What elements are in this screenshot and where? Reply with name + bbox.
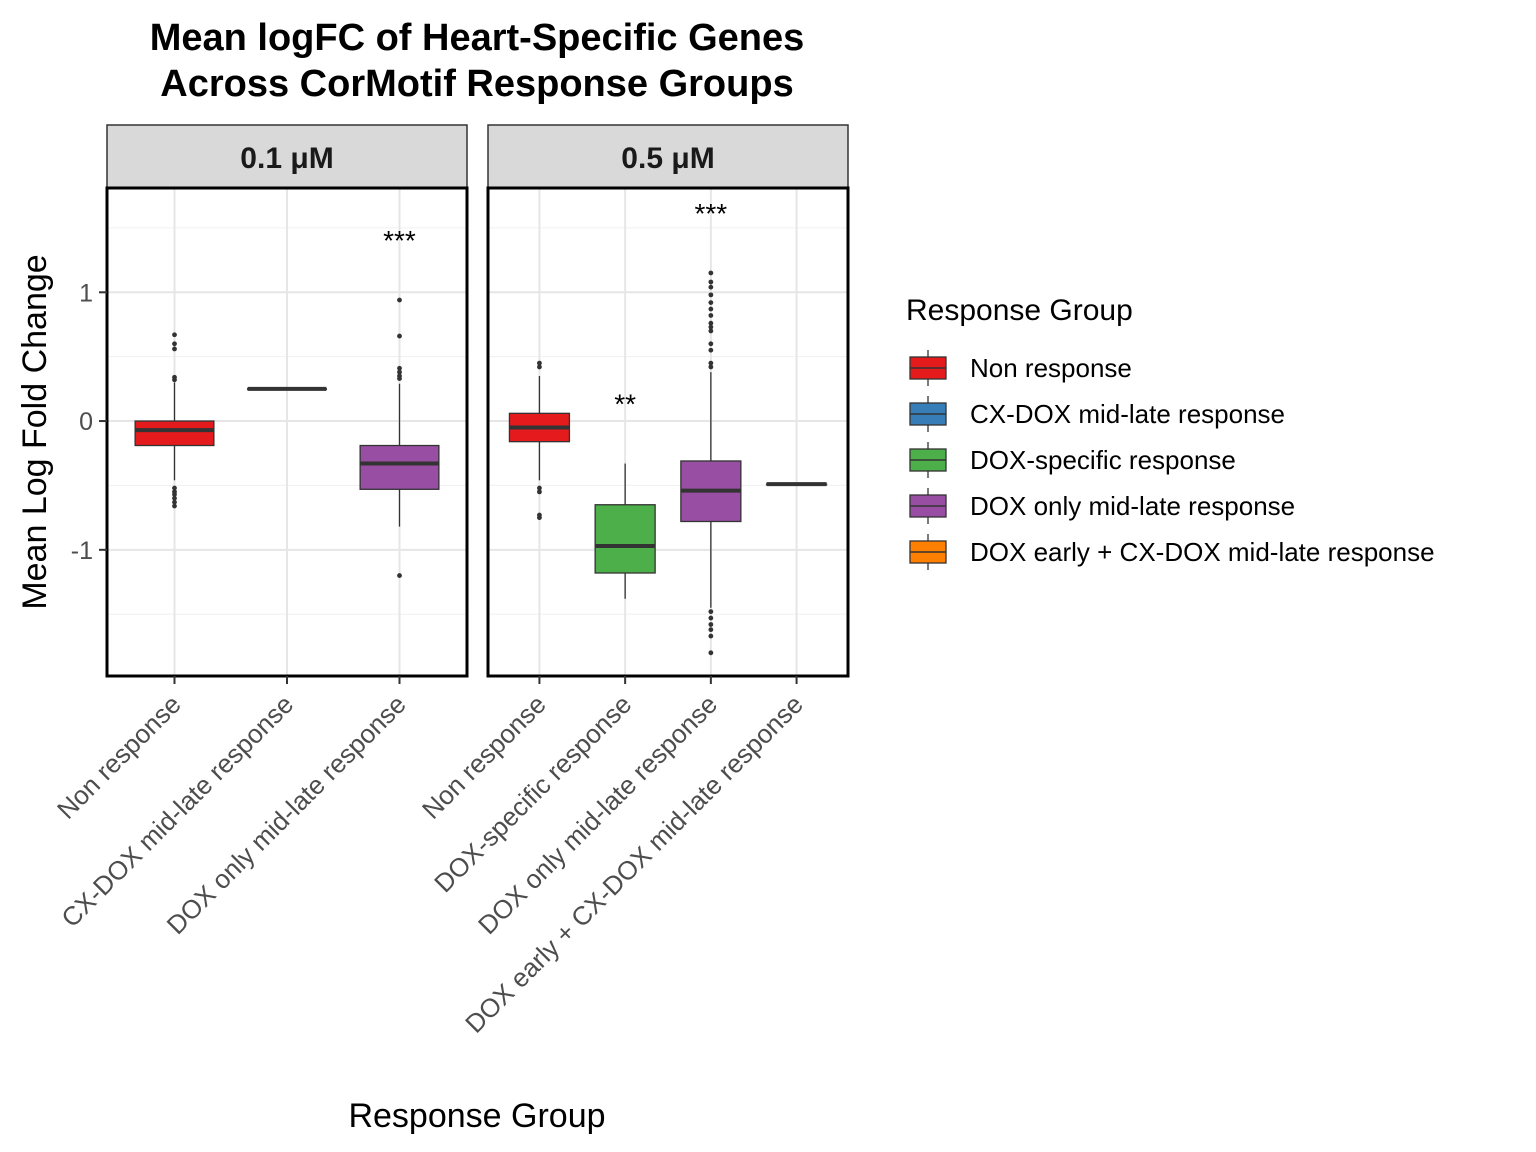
outlier-point — [708, 633, 714, 639]
x-tick-label: DOX only mid-late response — [161, 689, 412, 940]
outlier-point — [397, 365, 402, 371]
outlier-point — [397, 376, 402, 381]
legend-item-label: DOX early + CX-DOX mid-late response — [970, 537, 1435, 567]
legend-item-label: DOX only mid-late response — [970, 491, 1295, 521]
outlier-point — [537, 515, 542, 521]
significance-label: *** — [695, 198, 728, 229]
legend-item-label: DOX-specific response — [970, 445, 1236, 475]
legend-item: DOX only mid-late response — [909, 488, 1295, 524]
facet-strip-label: 0.1 μM — [240, 142, 333, 175]
outlier-point — [537, 360, 542, 366]
panel-border — [486, 186, 850, 678]
box-1 — [134, 332, 215, 509]
outlier-point — [172, 499, 177, 505]
outlier-point — [708, 306, 714, 312]
y-tick-label: -1 — [71, 537, 93, 565]
box-body — [134, 420, 215, 447]
legend-item-label: Non response — [970, 353, 1132, 383]
outlier-point — [172, 495, 177, 501]
y-axis-title: Mean Log Fold Change — [16, 254, 54, 609]
outlier-point — [708, 341, 714, 347]
outlier-point — [537, 489, 542, 495]
outlier-point — [708, 360, 714, 366]
outlier-point — [708, 615, 714, 621]
outlier-point — [708, 324, 714, 330]
box-2 — [246, 386, 328, 391]
legend: Response Group Non response CX-DOX mid-lat… — [906, 294, 1435, 570]
facet-strip-label: 0.5 μM — [621, 142, 714, 175]
y-tick-label: 0 — [79, 408, 93, 436]
box-3: *** — [359, 225, 440, 578]
outlier-point — [708, 270, 714, 276]
outlier-point — [708, 622, 714, 627]
y-tick-label: 1 — [79, 279, 93, 307]
chart-title-line-1: Mean logFC of Heart-Specific Genes — [150, 17, 805, 59]
chart-title-line-2: Across CorMotif Response Groups — [160, 63, 793, 105]
legend-item: DOX early + CX-DOX mid-late response — [909, 534, 1435, 570]
box-2: ** — [594, 389, 656, 599]
outlier-point — [172, 492, 177, 497]
outlier-point — [708, 347, 714, 353]
box-body — [594, 504, 656, 574]
legend-item: Non response — [909, 350, 1132, 386]
outlier-point — [397, 369, 402, 375]
outlier-point — [708, 279, 714, 285]
x-axis-title: Response Group — [348, 1097, 605, 1135]
outlier-point — [708, 328, 714, 334]
outlier-point — [537, 485, 542, 491]
outlier-point — [708, 313, 714, 318]
outlier-point — [708, 627, 714, 633]
outlier-point — [708, 364, 714, 370]
outlier-point — [397, 297, 402, 303]
outlier-point — [708, 320, 714, 326]
outlier-point — [537, 364, 542, 370]
outlier-point — [708, 650, 714, 656]
legend-item: DOX-specific response — [909, 442, 1236, 478]
outlier-point — [397, 333, 402, 339]
legend-title: Response Group — [906, 294, 1133, 327]
outlier-point — [708, 609, 714, 615]
box-4 — [765, 482, 828, 487]
facet-strip — [487, 124, 849, 189]
outlier-point — [397, 573, 402, 578]
box-body — [359, 444, 440, 490]
facet-strip — [106, 124, 468, 189]
outlier-point — [172, 332, 177, 338]
outlier-point — [708, 292, 714, 298]
significance-label: ** — [614, 389, 636, 420]
outlier-point — [172, 503, 177, 509]
significance-label: *** — [383, 225, 416, 256]
box-1 — [508, 360, 571, 521]
x-tick-label: CX-DOX mid-late response — [55, 689, 299, 933]
box-3: *** — [680, 198, 742, 656]
outlier-point — [172, 346, 177, 352]
outlier-point — [172, 485, 177, 491]
outlier-point — [708, 300, 714, 305]
legend-item: CX-DOX mid-late response — [909, 396, 1285, 432]
outlier-point — [708, 284, 714, 290]
outlier-point — [172, 341, 177, 347]
outlier-point — [172, 377, 177, 383]
legend-item-label: CX-DOX mid-late response — [970, 399, 1285, 429]
